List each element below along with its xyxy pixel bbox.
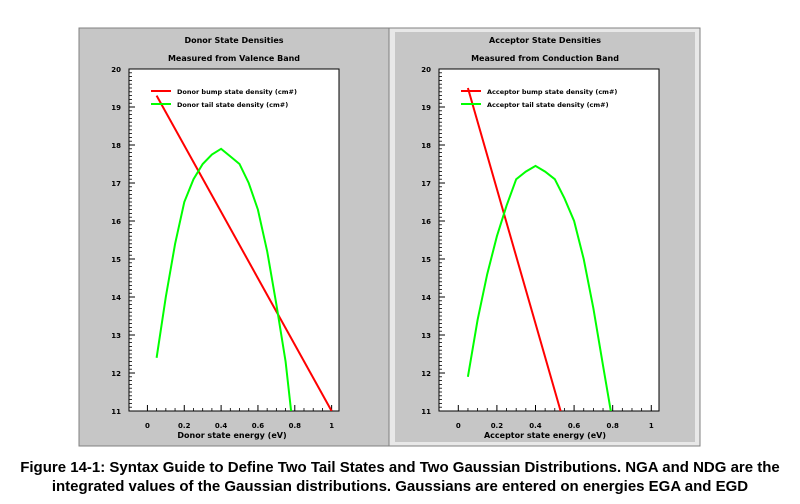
figure-caption: Figure 14-1: Syntax Guide to Define Two … xyxy=(0,458,800,496)
acceptor-y-tick-label: 11 xyxy=(421,408,431,416)
donor-y-tick-label: 18 xyxy=(111,142,121,150)
donor-y-tick-label: 11 xyxy=(111,408,121,416)
donor-y-tick-label: 16 xyxy=(111,218,121,226)
acceptor-plot-area xyxy=(438,68,660,412)
acceptor-y-tick-label: 18 xyxy=(421,142,431,150)
donor-x-tick-label: 0.4 xyxy=(215,422,228,430)
donor-y-tick-label: 19 xyxy=(111,104,121,112)
donor-tail-density-line xyxy=(155,147,293,411)
caption-line-1: Figure 14-1: Syntax Guide to Define Two … xyxy=(20,459,780,476)
acceptor-x-tick-label: 1 xyxy=(649,422,654,430)
acceptor-legend-label: Acceptor tail state density (cm#) xyxy=(487,101,609,109)
donor-legend-label: Donor bump state density (cm#) xyxy=(177,88,297,96)
acceptor-y-tick-label: 19 xyxy=(421,104,431,112)
acceptor-x-tick-label: 0.4 xyxy=(529,422,542,430)
acceptor-x-tick-label: 0.8 xyxy=(606,422,619,430)
acceptor-chart-subtitle: Measured from Conduction Band xyxy=(471,54,619,63)
caption-line-2: integrated values of the Gaussian distri… xyxy=(51,478,749,495)
acceptor-chart-title: Acceptor State Densities xyxy=(489,36,601,45)
donor-x-tick-label: 0.2 xyxy=(178,422,191,430)
acceptor-x-tick-label: 0.2 xyxy=(491,422,504,430)
acceptor-y-tick-label: 12 xyxy=(421,370,431,378)
donor-legend-label: Donor tail state density (cm#) xyxy=(177,101,288,109)
acceptor-y-tick-label: 14 xyxy=(421,294,431,302)
acceptor-x-axis-label: Acceptor state energy (eV) xyxy=(484,431,606,440)
donor-y-tick-label: 12 xyxy=(111,370,121,378)
donor-y-tick-label: 13 xyxy=(111,332,121,340)
acceptor-tail-density-line xyxy=(466,164,612,411)
acceptor-y-tick-label: 17 xyxy=(421,180,431,188)
acceptor-y-tick-label: 16 xyxy=(421,218,431,226)
donor-x-tick-label: 0.6 xyxy=(252,422,265,430)
donor-chart-title: Donor State Densities xyxy=(184,36,283,45)
acceptor-y-tick-label: 15 xyxy=(421,256,431,264)
donor-chart-subtitle: Measured from Valence Band xyxy=(168,54,300,63)
donor-y-tick-label: 17 xyxy=(111,180,121,188)
donor-bump-density-line xyxy=(155,95,333,411)
donor-y-tick-label: 20 xyxy=(111,66,121,74)
acceptor-y-tick-label: 13 xyxy=(421,332,431,340)
acceptor-x-tick-label: 0.6 xyxy=(568,422,581,430)
donor-y-tick-label: 14 xyxy=(111,294,121,302)
donor-x-axis-label: Donor state energy (eV) xyxy=(177,431,286,440)
acceptor-x-tick-label: 0 xyxy=(456,422,461,430)
acceptor-legend-label: Acceptor bump state density (cm#) xyxy=(487,88,617,96)
donor-x-tick-label: 0 xyxy=(145,422,150,430)
acceptor-y-tick-label: 20 xyxy=(421,66,431,74)
acceptor-bump-density-line xyxy=(466,87,562,411)
donor-x-tick-label: 0.8 xyxy=(289,422,302,430)
donor-plot-area xyxy=(128,68,340,412)
donor-x-tick-label: 1 xyxy=(329,422,334,430)
donor-y-tick-label: 15 xyxy=(111,256,121,264)
